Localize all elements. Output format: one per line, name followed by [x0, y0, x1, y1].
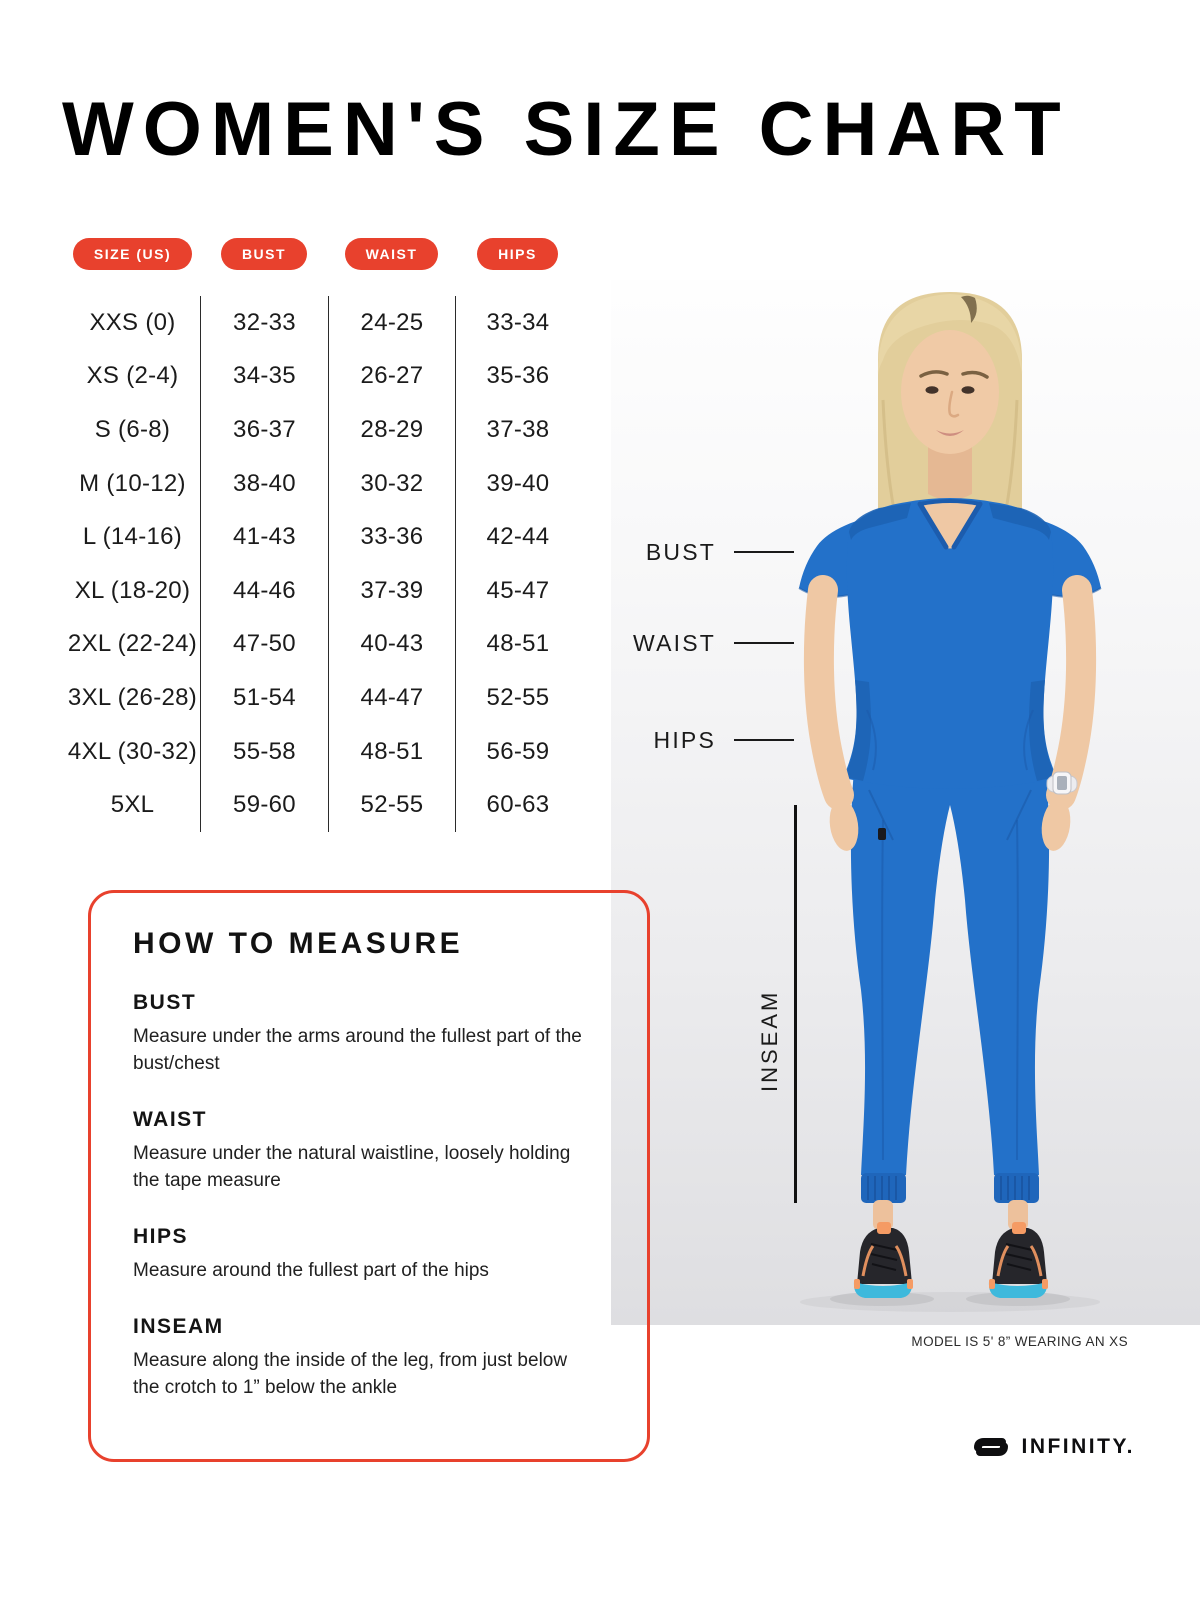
table-row: 2XL (22-24) 47-50 40-43 48-51: [65, 617, 580, 672]
bust-measure-guide: BUST: [621, 538, 794, 566]
hips-cell: 52-55: [455, 671, 580, 725]
waist-guide-label: WAIST: [633, 629, 716, 656]
measure-section-text: Measure around the fullest part of the h…: [133, 1259, 489, 1281]
table-row: M (10-12) 38-40 30-32 39-40: [65, 456, 580, 511]
measure-section-text: Measure along the inside of the leg, fro…: [133, 1349, 568, 1398]
hips-cell: 37-38: [455, 403, 580, 457]
how-to-measure-box: HOW TO MEASURE BUST Measure under the ar…: [88, 890, 650, 1462]
waist-cell: 44-47: [328, 671, 455, 725]
size-cell: M (10-12): [79, 469, 186, 497]
bust-cell: 51-54: [200, 671, 328, 725]
brand-logo: INFINITY.: [971, 1432, 1135, 1462]
measure-section-label: BUST: [133, 991, 197, 1014]
measure-section-label: WAIST: [133, 1107, 207, 1131]
waist-cell: 33-36: [328, 510, 455, 564]
measure-section-label: HIPS: [133, 1224, 189, 1248]
size-cell: S (6-8): [94, 415, 171, 443]
waist-cell: 26-27: [328, 349, 455, 404]
size-cell: 5XL: [110, 791, 155, 819]
size-cell: XS (2-4): [86, 362, 179, 390]
bust-cell: 44-46: [200, 563, 328, 618]
waist-cell: 52-55: [328, 778, 455, 832]
bust-cell: 41-43: [200, 510, 328, 564]
measure-section-text: Measure under the arms around the fulles…: [133, 1026, 582, 1074]
size-table-header: SIZE (US) BUST WAIST HIPS: [65, 238, 580, 270]
hips-guide-label: HIPS: [653, 726, 716, 753]
waist-cell: 28-29: [328, 403, 455, 457]
hips-cell: 42-44: [455, 510, 580, 564]
bust-guide-line: [734, 551, 794, 553]
table-row: XL (18-20) 44-46 37-39 45-47: [65, 563, 580, 618]
measure-section-inseam: INSEAM Measure along the inside of the l…: [133, 1315, 607, 1402]
waist-cell: 37-39: [328, 563, 455, 618]
bust-cell: 36-37: [200, 403, 328, 457]
bust-cell: 55-58: [200, 724, 328, 779]
bust-guide-label: BUST: [645, 538, 716, 565]
measure-section-bust: BUST Measure under the arms around the f…: [133, 991, 607, 1078]
inseam-guide-label: INSEAM: [757, 989, 782, 1092]
model-photo-panel: BUST WAIST HIPS INSEAM: [611, 280, 1200, 1325]
waist-cell: 24-25: [328, 296, 455, 350]
hips-guide-line: [734, 739, 794, 741]
table-row: 3XL (26-28) 51-54 44-47 52-55: [65, 671, 580, 725]
bust-cell: 38-40: [200, 456, 328, 511]
measure-section-waist: WAIST Measure under the natural waistlin…: [133, 1108, 607, 1195]
bust-cell: 59-60: [200, 778, 328, 832]
hips-cell: 60-63: [455, 778, 580, 832]
inseam-guide-line: [794, 805, 797, 1203]
table-row: S (6-8) 36-37 28-29 37-38: [65, 403, 580, 457]
waist-cell: 40-43: [328, 617, 455, 672]
waist-measure-guide: WAIST: [621, 629, 794, 657]
table-row: 5XL 59-60 52-55 60-63: [65, 778, 580, 832]
bust-cell: 34-35: [200, 349, 328, 404]
header-pill-size: SIZE (US): [72, 238, 193, 270]
size-cell: 4XL (30-32): [67, 737, 198, 765]
infinity-logo-icon: [974, 1438, 1009, 1456]
header-pill-waist: WAIST: [344, 238, 439, 270]
measure-section-label: INSEAM: [133, 1314, 224, 1338]
size-cell: 3XL (26-28): [67, 683, 198, 711]
hips-cell: 35-36: [455, 349, 580, 404]
size-table-body: XXS (0) 32-33 24-25 33-34 XS (2-4) 34-35…: [65, 296, 580, 832]
hips-cell: 56-59: [455, 724, 580, 779]
smartwatch: [1046, 771, 1078, 795]
hips-cell: 48-51: [455, 617, 580, 672]
waist-cell: 48-51: [328, 724, 455, 779]
size-cell: XXS (0): [89, 308, 176, 336]
hips-measure-guide: HIPS: [621, 726, 794, 754]
header-pill-hips: HIPS: [477, 238, 558, 270]
hips-cell: 45-47: [455, 563, 580, 618]
how-to-measure-title: HOW TO MEASURE: [133, 927, 464, 960]
page-title: WOMEN'S SIZE CHART: [62, 87, 1070, 172]
table-row: L (14-16) 41-43 33-36 42-44: [65, 510, 580, 564]
header-pill-bust: BUST: [220, 238, 308, 270]
table-row: XS (2-4) 34-35 26-27 35-36: [65, 349, 580, 404]
model-photo: [798, 292, 1102, 1312]
table-row: 4XL (30-32) 55-58 48-51 56-59: [65, 724, 580, 779]
waist-cell: 30-32: [328, 456, 455, 511]
model-caption: MODEL IS 5' 8” WEARING AN XS: [911, 1334, 1128, 1349]
table-row: XXS (0) 32-33 24-25 33-34: [65, 296, 580, 350]
hips-cell: 39-40: [455, 456, 580, 511]
waist-guide-line: [734, 642, 794, 644]
measure-section-hips: HIPS Measure around the fullest part of …: [133, 1225, 607, 1285]
size-cell: L (14-16): [82, 523, 183, 551]
bust-cell: 32-33: [200, 296, 328, 350]
hips-cell: 33-34: [455, 296, 580, 350]
measure-section-text: Measure under the natural waistline, loo…: [133, 1142, 571, 1191]
brand-logo-text: INFINITY.: [1021, 1435, 1135, 1458]
size-cell: 2XL (22-24): [67, 630, 198, 658]
size-cell: XL (18-20): [74, 576, 191, 604]
bust-cell: 47-50: [200, 617, 328, 672]
